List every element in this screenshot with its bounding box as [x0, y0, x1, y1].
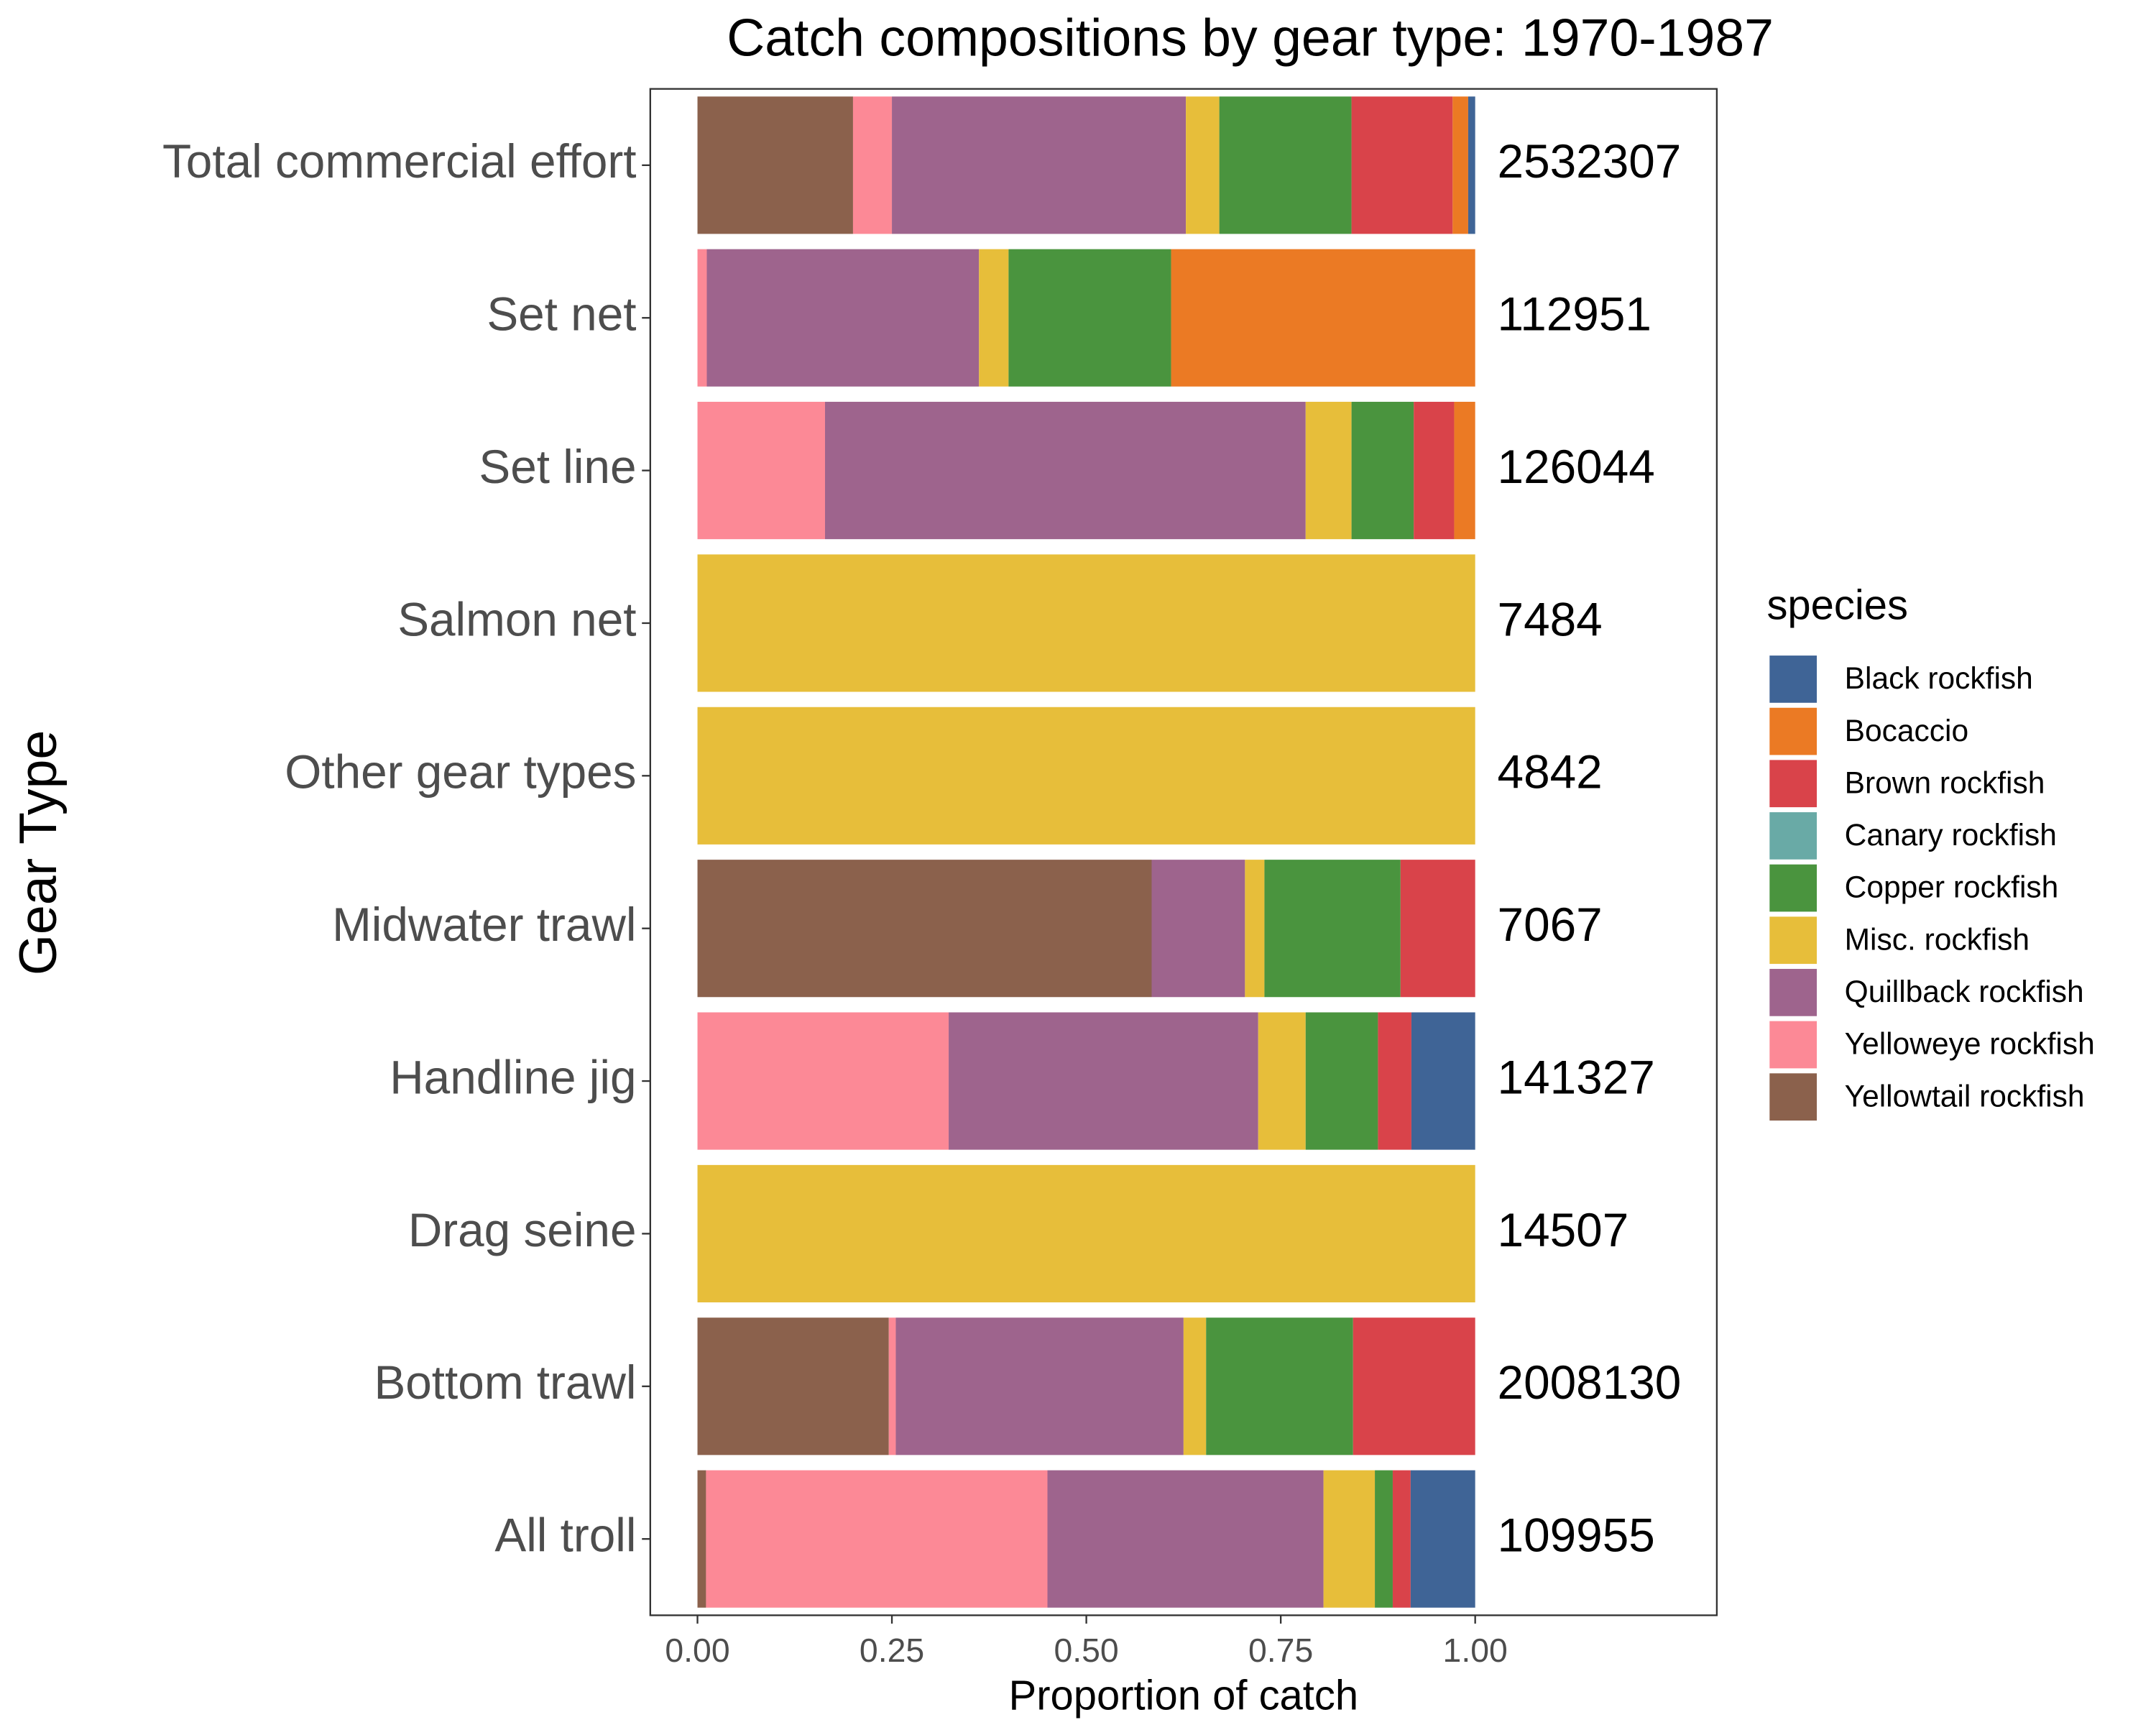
bar-segment — [1454, 402, 1475, 540]
total-label: 2532307 — [1498, 135, 1682, 188]
legend-swatch — [1769, 1021, 1818, 1069]
legend-title: species — [1766, 583, 1908, 629]
y-tick-label: Salmon net — [397, 593, 636, 645]
y-tick-label: All troll — [494, 1509, 636, 1562]
chart-title: Catch compositions by gear type: 1970-19… — [727, 8, 1774, 67]
bar-segment — [1411, 1012, 1475, 1150]
bar-segment — [979, 249, 1009, 387]
bar-segment — [892, 96, 1187, 234]
bar-segment — [1378, 1012, 1411, 1150]
legend-label: Yellowtail rockfish — [1845, 1080, 2085, 1113]
bar-segment — [1219, 96, 1352, 234]
legend-swatch — [1769, 864, 1818, 912]
bar-segment — [1206, 1317, 1353, 1455]
legend-swatch — [1769, 812, 1818, 860]
total-label: 2008130 — [1498, 1356, 1682, 1409]
x-tick-label: 0.00 — [665, 1632, 729, 1669]
bar-segment — [1468, 96, 1475, 234]
y-tick-label: Set line — [479, 441, 636, 493]
legend-label: Bocaccio — [1845, 714, 1968, 748]
bar-segment — [852, 96, 893, 234]
bar-segment — [1305, 402, 1352, 540]
legend-label: Canary rockfish — [1845, 819, 2057, 852]
legend-label: Black rockfish — [1845, 662, 2033, 696]
bar-segment — [697, 860, 1152, 998]
total-label: 112951 — [1498, 288, 1651, 341]
legend-swatch — [1769, 760, 1818, 808]
total-label: 7067 — [1498, 898, 1603, 951]
bar-segment — [697, 1164, 1475, 1302]
bar-segment — [1353, 1317, 1475, 1455]
y-tick-label: Set net — [487, 288, 636, 341]
legend-swatch — [1769, 707, 1818, 755]
bar-segment — [1410, 1470, 1475, 1608]
bar-segment — [697, 1470, 706, 1608]
bar-segment — [888, 1317, 896, 1455]
x-tick-label: 1.00 — [1443, 1632, 1508, 1669]
bar-segment — [1186, 96, 1220, 234]
bar-segment — [697, 1012, 949, 1150]
bar-segment — [1008, 249, 1171, 387]
bar-segment — [824, 402, 1306, 540]
total-label: 141327 — [1498, 1051, 1655, 1103]
x-tick-label: 0.25 — [860, 1632, 924, 1669]
bar-segment — [1351, 96, 1453, 234]
y-tick-label: Other gear types — [285, 746, 636, 799]
bar-segment — [697, 707, 1475, 845]
bar-segment — [1258, 1012, 1306, 1150]
bar-segment — [1183, 1317, 1207, 1455]
legend-label: Yelloweye rockfish — [1845, 1028, 2095, 1062]
bar-segment — [697, 96, 853, 234]
bar-segment — [949, 1012, 1258, 1150]
total-label: 7484 — [1498, 593, 1603, 645]
y-axis-title: Gear Type — [9, 730, 68, 975]
bar-segment — [697, 249, 707, 387]
total-label: 109955 — [1498, 1509, 1655, 1562]
x-tick-label: 0.50 — [1054, 1632, 1118, 1669]
legend-label: Copper rockfish — [1845, 871, 2059, 905]
legend-swatch — [1769, 916, 1818, 965]
bar-segment — [1264, 860, 1401, 998]
y-tick-label: Drag seine — [408, 1204, 637, 1256]
bar-segment — [895, 1317, 1184, 1455]
y-tick-label: Bottom trawl — [374, 1356, 636, 1409]
bar-segment — [706, 249, 980, 387]
legend-swatch — [1769, 969, 1818, 1016]
bar-segment — [1400, 860, 1475, 998]
bar-segment — [1171, 249, 1475, 387]
bar-segment — [706, 1470, 1048, 1608]
bar-segment — [1151, 860, 1245, 998]
bar-segment — [1414, 402, 1455, 540]
bar-segment — [697, 1317, 889, 1455]
bar-segment — [1305, 1012, 1378, 1150]
y-tick-label: Total commercial effort — [162, 135, 637, 188]
bar-segment — [1047, 1470, 1324, 1608]
bar-segment — [1452, 96, 1468, 234]
bar-segment — [1351, 402, 1414, 540]
bar-segment — [1323, 1470, 1376, 1608]
bar-segment — [1375, 1470, 1393, 1608]
bar-segment — [697, 402, 825, 540]
y-tick-label: Handline jig — [390, 1051, 636, 1103]
y-tick-label: Midwater trawl — [332, 898, 636, 951]
total-label: 14507 — [1498, 1204, 1629, 1256]
total-label: 4842 — [1498, 746, 1603, 799]
bar-segment — [697, 554, 1475, 692]
legend-swatch — [1769, 1073, 1818, 1121]
total-label: 126044 — [1498, 441, 1655, 493]
legend-label: Misc. rockfish — [1845, 923, 2030, 957]
bar-segment — [1245, 860, 1265, 998]
bar-segment — [1392, 1470, 1411, 1608]
legend-swatch — [1769, 656, 1818, 703]
plot-border — [649, 88, 1718, 1616]
x-axis-title: Proportion of catch — [1009, 1673, 1359, 1719]
x-tick-label: 0.75 — [1248, 1632, 1313, 1669]
legend-label: Quillback rockfish — [1845, 975, 2084, 1009]
legend-label: Brown rockfish — [1845, 766, 2045, 800]
